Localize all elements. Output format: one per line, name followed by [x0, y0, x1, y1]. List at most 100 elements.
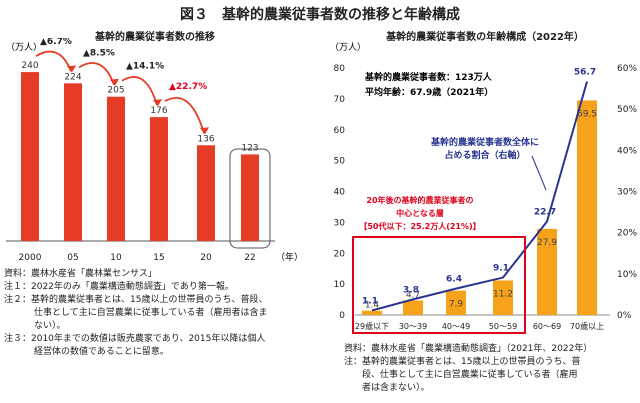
left-axis-tick: 30 — [334, 218, 346, 228]
left-note-2c: ない）。 — [34, 321, 66, 331]
line-annotation-1: 基幹的農業従事者数全体に — [430, 136, 539, 148]
left-value-label: 224 — [64, 72, 81, 82]
left-note-2b: 仕事として主に自営農業に従事している者（雇用者は含ま — [34, 308, 268, 318]
right-axis-tick: 0% — [617, 311, 632, 321]
age-bar — [493, 280, 513, 315]
age-bar-value: 69.5 — [577, 109, 597, 119]
box-annotation-1: 20年後の基幹的農業従事者の — [366, 195, 473, 205]
age-bar-value: 11.2 — [493, 289, 513, 299]
left-axis-tick: 40 — [334, 188, 346, 198]
left-bar-20 — [197, 145, 215, 241]
left-chart: （万人） 240 2000 224 05 205 10 176 15 136 20 123 22 ▲6.… — [6, 38, 303, 263]
share-label: 6.4 — [446, 275, 462, 285]
left-bar-10 — [107, 96, 125, 241]
age-category: 60～69 — [533, 322, 561, 331]
share-label: 1.1 — [362, 296, 378, 306]
decline-label: ▲6.7% — [40, 38, 72, 47]
left-x-tick: 10 — [110, 253, 122, 263]
age-bar-value: 7.9 — [449, 300, 464, 310]
left-y-unit: （万人） — [6, 42, 42, 53]
box-annotation-2: 中心となる層 — [396, 208, 444, 218]
age-bar — [577, 100, 597, 315]
right-axis-tick: 60% — [617, 64, 637, 74]
left-axis-tick: 70 — [334, 95, 346, 105]
right-axis-tick: 30% — [617, 188, 637, 198]
share-label: 3.8 — [403, 285, 419, 295]
right-notes: 資料：農林水産省「農業構造動態調査」（2021年、2022年） 注：基幹的農業従… — [344, 343, 640, 395]
decline-arrowhead — [67, 65, 76, 73]
decline-arrow — [78, 62, 115, 86]
left-note-1: 注１：2022年のみ「農業構造動態調査」であり第一報。 — [4, 282, 234, 292]
decline-label: ▲22.7% — [169, 82, 207, 92]
line-annotation-pointer — [531, 155, 547, 191]
left-value-label: 123 — [241, 143, 258, 153]
age-category: 29歳以下 — [355, 321, 389, 331]
left-x-tick: 2000 — [19, 253, 42, 263]
age-bar — [362, 310, 382, 315]
info-average-age: 平均年齢：67.9歳（2021年） — [365, 86, 493, 98]
right-axis-tick: 10% — [617, 270, 637, 280]
right-chart: （万人） 80 70 60 50 40 30 20 10 0 60% 50% 40% 30% 20% 10%… — [330, 42, 637, 334]
decline-label: ▲14.1% — [126, 62, 164, 72]
left-source: 資料：農林水産省「農林業センサス」 — [4, 269, 157, 279]
share-label: 22.7 — [534, 208, 556, 218]
figure-title: 図３ 基幹的農業従事者数の推移と年齢構成 — [180, 7, 460, 23]
left-notes: 資料：農林水産省「農林業センサス」 注１：2022年のみ「農業構造動態調査」であ… — [4, 268, 324, 359]
share-label: 9.1 — [493, 264, 509, 274]
right-axis-tick: 40% — [617, 146, 637, 156]
left-note-3a: 注３：2010年までの数値は販売農家であり、2015年以降は個人 — [4, 334, 266, 344]
box-annotation-3: 【50代以下：25.2万人(21%)】 — [359, 221, 480, 231]
age-bar-value: 4.7 — [406, 290, 420, 300]
decline-label: ▲8.5% — [83, 48, 115, 58]
share-line — [371, 81, 588, 312]
left-chart-title: 基幹的農業従事者数の推移 — [95, 32, 215, 43]
age-category: 40～49 — [442, 322, 470, 331]
right-note-1c: 者は含まない）。 — [362, 383, 430, 393]
right-axis-tick: 20% — [617, 229, 637, 239]
left-x-unit: （年） — [276, 251, 303, 263]
age-category: 70歳以上 — [570, 321, 604, 331]
decline-arrow — [164, 96, 205, 134]
left-note-2a: 注２：基幹的農業従事者とは、15歳以上の世帯員のうち、普段、 — [4, 295, 268, 305]
age-bar — [403, 300, 423, 315]
right-axis-tick: 50% — [617, 105, 637, 115]
left-axis-tick: 80 — [334, 64, 346, 74]
right-note-1a: 注：基幹的農業従事者とは、15歳以上の世帯員のうち、普 — [344, 357, 581, 367]
left-axis-tick: 20 — [334, 249, 346, 259]
age-bar — [446, 290, 466, 315]
right-source: 資料：農林水産省「農業構造動態調査」（2021年、2022年） — [344, 344, 593, 354]
left-x-tick: 20 — [200, 253, 212, 263]
left-bar-2000 — [21, 72, 39, 241]
line-annotation-2: 占める割合（右軸） — [444, 149, 525, 161]
right-y-unit: （万人） — [330, 42, 366, 53]
left-value-label: 136 — [197, 134, 214, 144]
left-bar-22 — [241, 154, 259, 241]
left-note-3b: 経営体の数値であることに留意。 — [34, 347, 169, 357]
left-value-label: 205 — [107, 86, 124, 96]
right-chart-title: 基幹的農業従事者数の年齢構成（2022年） — [386, 32, 584, 43]
share-label: 56.7 — [574, 68, 596, 78]
info-total: 基幹的農業従事者数：123万人 — [364, 71, 493, 83]
right-note-1b: 段、仕事として主に自営農業に従事している者（雇用 — [362, 370, 578, 380]
left-x-tick: 05 — [67, 253, 78, 263]
decline-arrowhead — [153, 99, 162, 107]
decline-arrowhead — [200, 127, 209, 135]
left-bar-15 — [150, 117, 168, 241]
left-axis-tick: 10 — [334, 280, 346, 290]
left-axis-tick: 60 — [334, 126, 346, 136]
age-category: 30～39 — [399, 322, 427, 331]
age-bar-value: 27.9 — [537, 238, 557, 248]
left-axis-tick: 50 — [334, 157, 346, 167]
decline-arrow — [35, 50, 72, 72]
age-category: 50～59 — [489, 322, 517, 331]
left-value-label: 176 — [150, 106, 167, 116]
under-50-frame — [352, 236, 526, 334]
left-value-label: 240 — [21, 61, 38, 71]
age-bar — [537, 228, 557, 315]
left-axis-tick: 0 — [339, 311, 345, 321]
left-x-tick: 22 — [244, 253, 255, 263]
decline-arrowhead — [110, 78, 119, 86]
decline-arrow — [121, 76, 158, 106]
left-bar-05 — [64, 83, 82, 241]
age-bar-value: 1.4 — [365, 301, 380, 311]
